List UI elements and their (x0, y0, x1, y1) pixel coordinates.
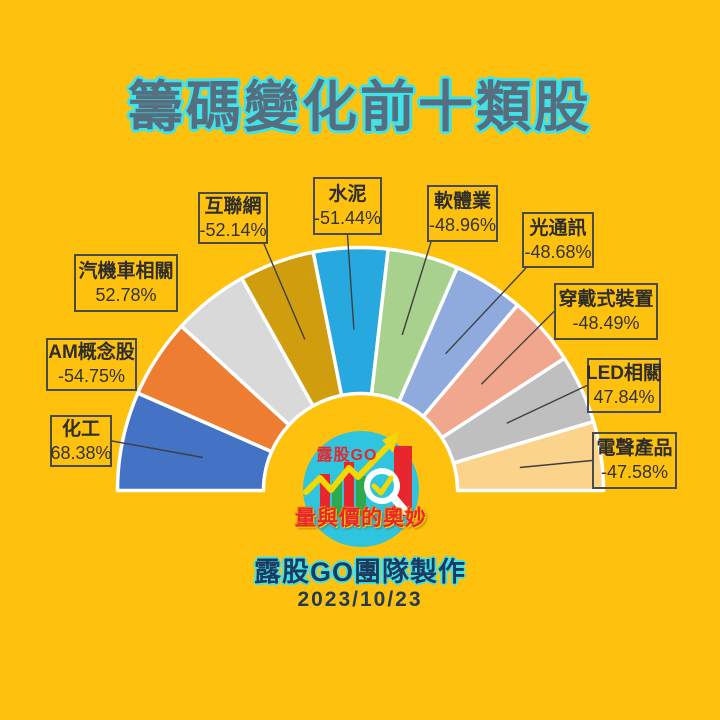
leader-line-8 (480, 311, 555, 385)
segment-value: -54.75% (57, 366, 126, 387)
segment-name: 汽機車相關 (78, 260, 174, 282)
segment-label-9: LED相關 47.84% (586, 358, 663, 413)
segment-name: 互聯網 (204, 195, 262, 217)
leader-line-6 (401, 241, 432, 336)
segment-value: -47.58% (600, 462, 669, 483)
fan-segment-10 (451, 419, 606, 493)
segment-name: 化工 (61, 418, 100, 440)
segment-name: 軟體業 (433, 191, 491, 213)
segment-name: 水泥 (328, 183, 367, 205)
segment-value: -48.96% (428, 215, 497, 236)
segment-label-3: 汽機車相關 52.78% (74, 254, 178, 312)
trend-arrow-icon (303, 432, 399, 495)
leader-line-1 (111, 440, 204, 459)
segment-label-2: AM概念股 -54.75% (46, 338, 137, 391)
segment-value: 52.78% (95, 284, 157, 305)
segment-value: 68.38% (50, 442, 112, 463)
segment-name: 穿戴式裝置 (558, 289, 654, 311)
segment-label-7: 光通訊 -48.68% (522, 212, 594, 268)
segment-value: -51.44% (313, 207, 382, 228)
logo-artwork (303, 431, 419, 547)
credit-text: 露股GO團隊製作 (253, 557, 466, 587)
leader-line-5 (346, 234, 355, 330)
leader-line-10 (519, 459, 593, 469)
leader-line-4 (263, 243, 306, 340)
segment-label-6: 軟體業 -48.96% (427, 185, 498, 242)
leader-line-7 (444, 267, 527, 355)
leader-line-9 (506, 384, 588, 424)
logo-badge: 露股GO 量與價的奧妙 (295, 428, 426, 550)
magnifier-icon (364, 468, 409, 515)
segment-label-5: 水泥 -51.44% (313, 177, 382, 235)
segment-label-1: 化工 68.38% (50, 415, 112, 467)
segment-value: -52.14% (199, 219, 267, 240)
logo-brand-text: 露股GO (316, 447, 378, 464)
segment-value: -48.68% (524, 241, 592, 262)
segment-label-10: 電聲產品 -47.58% (592, 432, 677, 489)
segment-name: 電聲產品 (596, 438, 673, 460)
segment-name: 光通訊 (529, 217, 587, 239)
segment-value: -48.49% (572, 313, 640, 334)
segment-value: 47.84% (593, 387, 655, 408)
segment-name: AM概念股 (48, 342, 135, 364)
date-text: 2023/10/23 (297, 588, 423, 611)
segment-name: LED相關 (586, 363, 663, 385)
logo-tagline-text: 量與價的奧妙 (295, 507, 427, 530)
page-title: 籌碼變化前十類股 (127, 76, 592, 138)
segment-label-4: 互聯網 -52.14% (198, 192, 268, 244)
segment-label-8: 穿戴式裝置 -48.49% (554, 283, 658, 340)
